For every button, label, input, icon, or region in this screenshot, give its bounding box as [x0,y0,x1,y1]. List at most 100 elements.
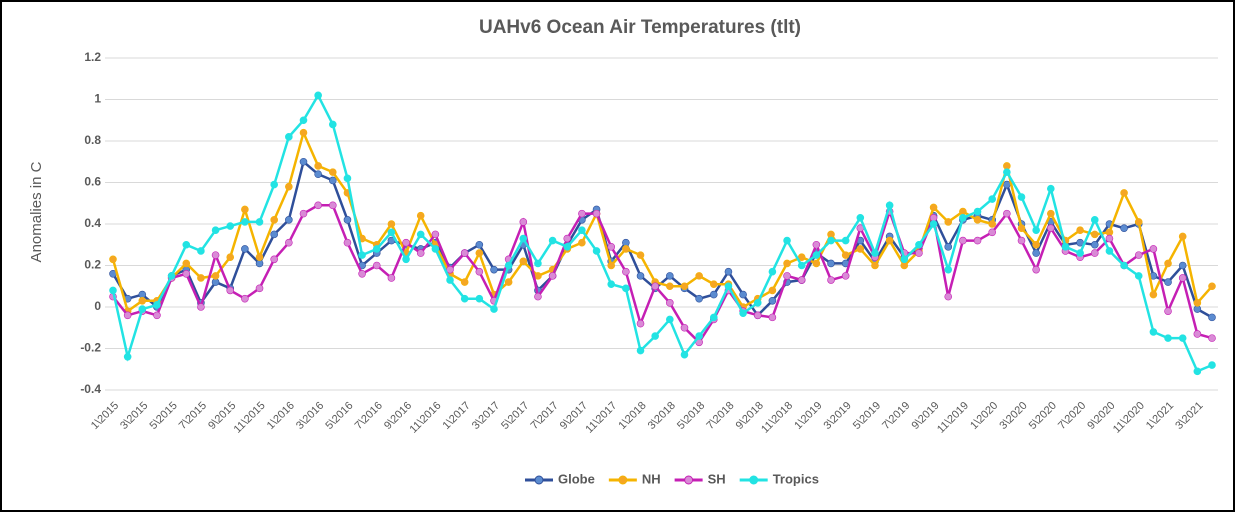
y-tick-label: 0.4 [84,216,101,230]
data-point [167,272,176,280]
data-point [929,220,938,228]
data-point [109,286,117,295]
data-point [695,332,703,340]
data-point [328,168,337,176]
data-point [548,272,557,280]
y-tick-label: -0.2 [80,341,101,355]
data-point [328,201,337,210]
data-point [739,309,747,318]
data-point [622,267,630,276]
y-tick-label: -0.4 [80,382,101,396]
data-point [431,230,440,239]
data-point [285,133,293,141]
data-point [1003,209,1011,218]
data-point [1164,307,1172,315]
data-point [1003,180,1011,189]
data-point [460,249,469,257]
data-point [768,296,777,305]
data-point [812,240,821,249]
data-point [1105,234,1114,243]
data-point [226,222,235,230]
data-point [797,261,806,270]
data-point [636,319,645,328]
y-tick-label: 0.8 [84,133,101,147]
data-point [255,218,264,226]
data-point [885,236,894,245]
legend-label: SH [708,471,726,486]
data-point [314,170,322,178]
legend-label: Tropics [773,471,819,486]
data-point [944,218,953,226]
data-point [314,201,322,210]
data-point [1120,189,1128,197]
data-point [783,259,791,268]
data-point [929,203,938,212]
data-point [109,255,117,264]
data-point [548,236,557,245]
data-point [490,265,498,274]
data-point [944,243,953,251]
data-point [1178,334,1187,342]
data-point [1208,282,1216,291]
data-point [607,261,616,270]
data-point [666,282,674,291]
data-point [1193,299,1202,307]
data-point [138,305,147,313]
data-point [944,292,953,301]
data-point [1032,249,1040,257]
data-point [226,286,235,295]
data-point [1120,261,1128,270]
data-point [153,301,161,309]
data-point [768,313,777,322]
data-point [1193,367,1202,376]
data-point [1017,224,1026,232]
data-point [475,267,484,276]
data-point [973,216,982,224]
series-line [111,159,1213,319]
data-point [1105,247,1114,255]
data-point [959,213,967,222]
data-point [402,238,410,247]
data-point [812,259,821,268]
data-point [1076,226,1084,235]
data-point [343,174,352,183]
chart-title: UAHv6 Ocean Air Temperatures (tlt) [479,17,801,38]
data-point [973,207,982,216]
data-point [783,236,791,245]
data-point [475,294,484,303]
data-point [1003,168,1011,176]
data-point [1090,240,1099,249]
data-point [1090,216,1099,224]
data-point [1032,226,1040,235]
data-point [841,236,850,245]
data-point [709,290,718,299]
data-point [959,236,967,245]
data-point [387,228,396,237]
data-point [724,282,733,291]
data-point [812,251,821,259]
data-point [724,267,733,276]
data-point [768,286,777,295]
data-point [871,249,879,257]
data-point [123,311,132,320]
data-point [299,157,308,166]
data-point [490,305,498,313]
data-point [1090,249,1099,257]
data-point [666,299,674,307]
data-point [1017,236,1026,245]
data-point [856,213,865,222]
data-point [1032,265,1040,274]
data-point [578,238,586,247]
y-tick-label: 1 [94,92,101,106]
data-point [1208,361,1216,369]
data-point [607,243,616,251]
data-point [841,272,850,280]
data-point [416,249,425,257]
data-point [446,265,454,274]
data-point [666,272,674,280]
data-point [885,201,894,210]
series-line [111,128,1213,314]
data-point [343,216,352,224]
data-point [226,253,235,262]
